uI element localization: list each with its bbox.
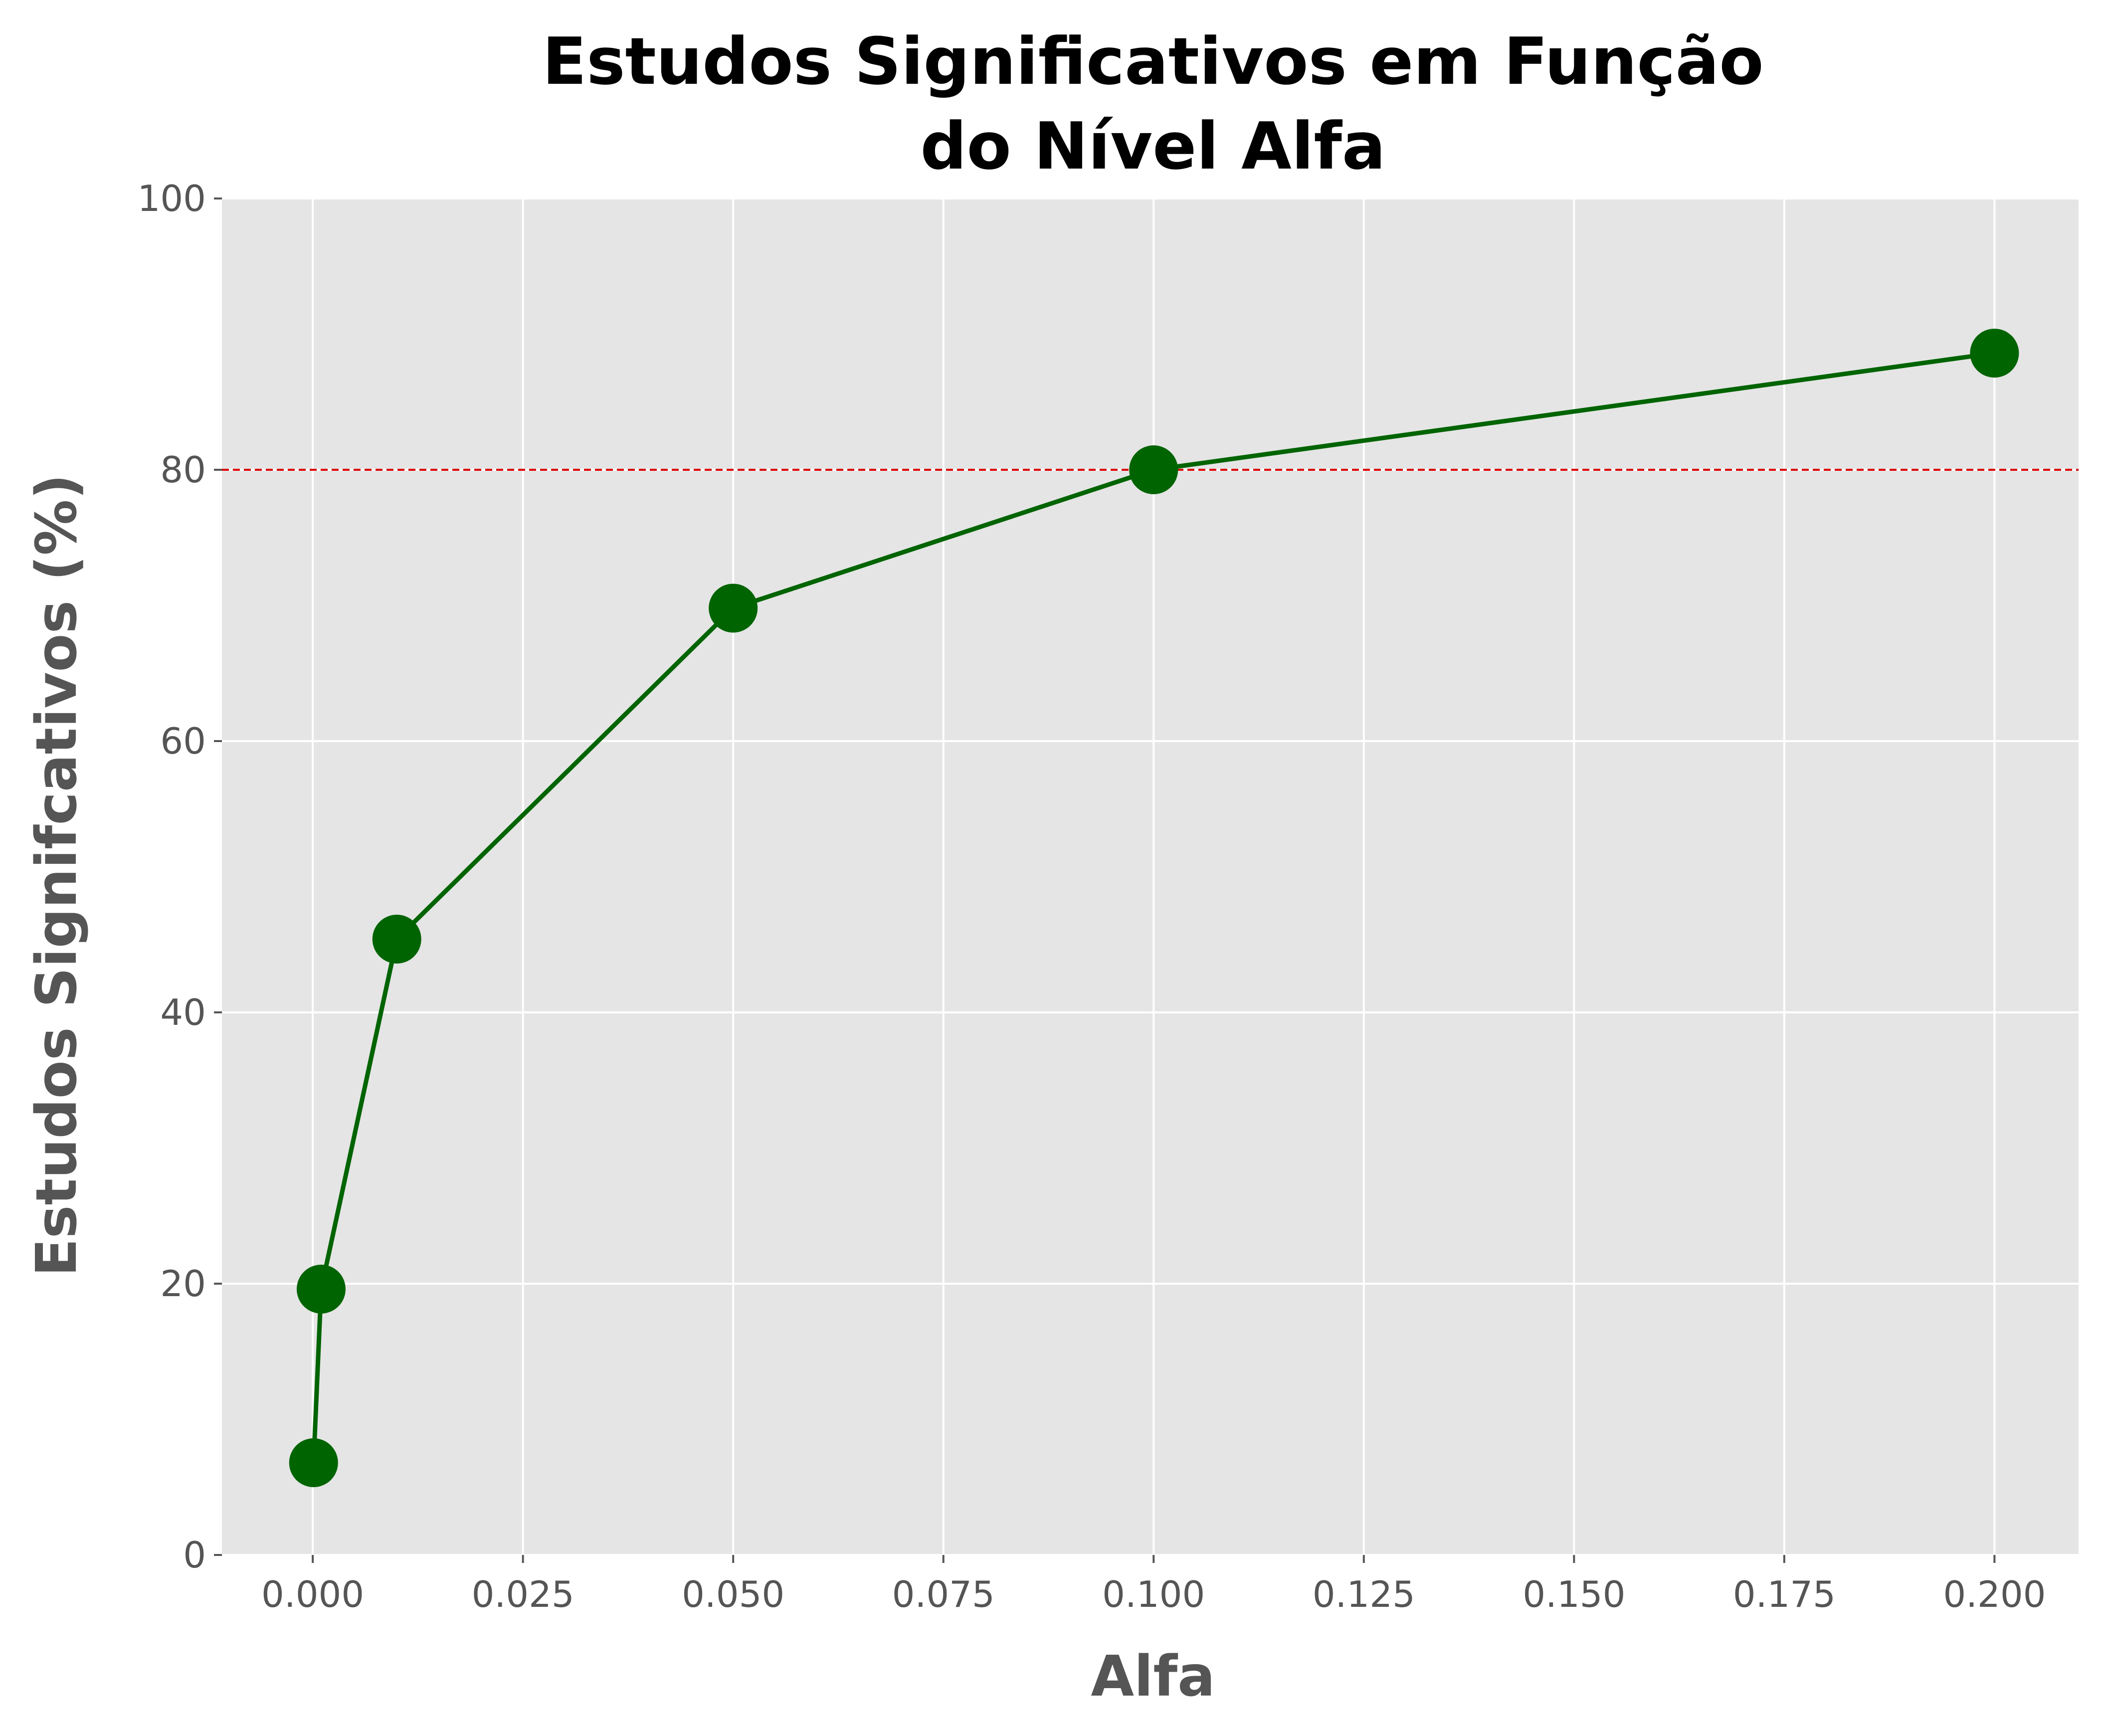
x-axis-label: Alfa (1091, 1644, 1215, 1709)
y-tick-label: 0 (183, 1534, 206, 1576)
series-line (311, 351, 1995, 1463)
chart-title-line-1: Estudos Significativos em Função (542, 23, 1763, 99)
y-tick-label: 60 (160, 720, 206, 762)
x-tick-label: 0.100 (1102, 1573, 1205, 1615)
data-point (709, 583, 758, 633)
data-point (289, 1438, 338, 1488)
chart-title-line-2: do Nível Alfa (920, 108, 1385, 184)
data-point (296, 1264, 346, 1314)
y-axis-label: Estudos Signifcativos (%) (24, 474, 89, 1276)
plot-area (222, 198, 2079, 1555)
y-tick-label: 80 (160, 449, 206, 491)
x-tick-label: 0.050 (682, 1573, 784, 1615)
y-tick-label: 20 (160, 1263, 206, 1305)
x-tick-label: 0.025 (472, 1573, 574, 1615)
series-layer (289, 329, 2019, 1488)
x-tick-label: 0.150 (1523, 1573, 1625, 1615)
x-tick-label: 0.200 (1943, 1573, 2046, 1615)
x-tick-label: 0.175 (1733, 1573, 1836, 1615)
x-tick-label: 0.125 (1313, 1573, 1415, 1615)
x-tick-label: 0.000 (261, 1573, 364, 1615)
y-tick-label: 100 (138, 178, 206, 219)
axes: 0.000 0.025 0.050 0.075 0.100 0.125 0.150 0.175… (138, 178, 2046, 1615)
data-point (1129, 445, 1178, 494)
x-tick-label: 0.075 (892, 1573, 995, 1615)
data-point (1970, 329, 2019, 378)
data-point (372, 915, 421, 964)
y-tick-label: 40 (160, 991, 206, 1033)
